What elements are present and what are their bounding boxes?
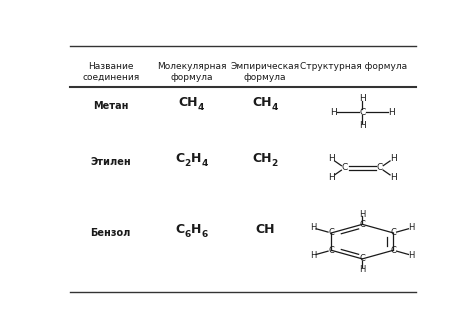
Text: 2: 2 — [272, 159, 278, 168]
Text: H: H — [359, 210, 365, 219]
Text: 4: 4 — [198, 103, 204, 112]
Text: H: H — [359, 93, 365, 103]
Text: Молекулярная
формула: Молекулярная формула — [157, 62, 226, 82]
Text: CH: CH — [252, 151, 272, 165]
Text: C: C — [328, 228, 334, 238]
Text: H: H — [388, 108, 395, 116]
Text: 6: 6 — [201, 230, 208, 239]
Text: C: C — [391, 228, 396, 238]
Text: C: C — [175, 223, 184, 236]
Text: Этилен: Этилен — [91, 156, 131, 167]
Text: H: H — [409, 251, 415, 260]
Text: C: C — [359, 254, 365, 263]
Text: H: H — [390, 173, 397, 182]
Text: H: H — [359, 121, 365, 130]
Text: H: H — [328, 154, 335, 163]
Text: H: H — [359, 265, 365, 274]
Text: 6: 6 — [184, 230, 191, 239]
Text: Бензол: Бензол — [91, 228, 131, 238]
Text: H: H — [191, 151, 201, 165]
Text: H: H — [328, 173, 335, 182]
Text: CH: CH — [252, 96, 272, 109]
Text: H: H — [310, 223, 316, 232]
Text: H: H — [310, 251, 316, 260]
Text: 2: 2 — [184, 159, 191, 168]
Text: H: H — [409, 223, 415, 232]
Text: Название
соединения: Название соединения — [82, 62, 139, 82]
Text: Метан: Метан — [93, 101, 128, 111]
Text: Структурная формула: Структурная формула — [300, 62, 407, 72]
Text: C: C — [377, 163, 383, 172]
Text: 4: 4 — [272, 103, 278, 112]
Text: H: H — [330, 108, 337, 116]
Text: C: C — [328, 246, 334, 255]
Text: C: C — [342, 163, 348, 172]
Text: Эмпирическая
формула: Эмпирическая формула — [230, 62, 300, 82]
Text: CH: CH — [255, 223, 275, 236]
Text: C: C — [359, 220, 365, 229]
Text: H: H — [390, 154, 397, 163]
Text: CH: CH — [179, 96, 198, 109]
Text: C: C — [359, 108, 365, 116]
Text: C: C — [391, 246, 396, 255]
Text: C: C — [175, 151, 184, 165]
Text: H: H — [191, 223, 201, 236]
Text: 4: 4 — [201, 159, 208, 168]
